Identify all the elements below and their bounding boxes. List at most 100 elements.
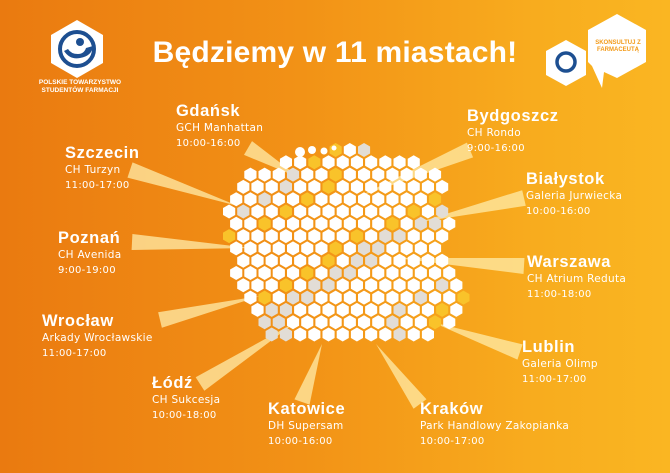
city-hours: 9:00-16:00 <box>467 143 525 154</box>
map-hexagon <box>429 290 442 305</box>
map-hexagon <box>393 229 406 244</box>
map-hexagon <box>230 192 243 207</box>
city-hours: 11:00-18:00 <box>527 289 592 300</box>
map-hexagon <box>386 266 399 280</box>
map-hexagon <box>436 278 449 293</box>
map-hexagon <box>258 216 271 231</box>
city-lublin: Lublin Galeria Olimp 11:00-17:00 <box>522 338 598 387</box>
map-hexagon <box>258 192 271 207</box>
map-hexagon <box>414 192 427 207</box>
map-hexagon <box>287 216 300 231</box>
map-hexagon <box>294 253 307 268</box>
map-hexagon <box>272 216 285 231</box>
map-hexagon <box>457 290 470 305</box>
map-hexagon <box>308 204 321 219</box>
map-hexagon <box>450 302 463 317</box>
map-hexagon <box>450 278 463 293</box>
map-hexagon <box>343 143 356 157</box>
map-hexagon <box>237 204 250 219</box>
map-hexagon <box>308 229 321 244</box>
city-mall: Galeria Jurwiecka <box>526 190 623 202</box>
map-hexagon <box>279 278 292 293</box>
map-hexagon <box>251 229 264 244</box>
city-hours: 10:00-18:00 <box>152 410 217 421</box>
map-hexagon <box>358 143 371 157</box>
map-hexagon <box>287 266 300 280</box>
map-hexagon <box>308 155 321 170</box>
map-hexagon <box>365 253 378 268</box>
map-hexagon <box>407 278 420 293</box>
map-hexagon <box>322 204 335 219</box>
map-hexagon <box>322 229 335 244</box>
map-hexagon <box>265 179 278 194</box>
map-hexagon <box>258 241 271 256</box>
map-hexagon <box>350 278 363 293</box>
speech-bubble-text: SKONSULTUJ Z FARMACEUTĄ <box>595 40 641 53</box>
map-hexagon <box>372 167 385 182</box>
map-hexagon <box>350 302 363 317</box>
light-ray <box>158 296 260 328</box>
map-hexagon <box>350 204 363 219</box>
map-hexagon <box>237 253 250 268</box>
map-hexagon <box>421 278 434 293</box>
map-hexagon <box>343 192 356 207</box>
map-hexagon <box>400 290 413 305</box>
city-mall: CH Atrium Reduta <box>527 273 627 285</box>
map-hexagon <box>358 315 371 330</box>
map-hexagon <box>315 167 328 182</box>
map-hexagon <box>436 253 449 268</box>
map-hexagon <box>336 278 349 293</box>
map-hexagon <box>407 204 420 219</box>
map-hexagon <box>287 241 300 256</box>
map-hexagon <box>407 302 420 317</box>
map-hexagon <box>386 290 399 305</box>
map-hexagon <box>294 179 307 194</box>
map-hexagon <box>294 278 307 293</box>
map-hexagon <box>372 266 385 280</box>
map-hexagon <box>329 241 342 256</box>
city-katowice: Katowice DH Supersam 10:00-16:00 <box>268 400 345 449</box>
map-hexagon <box>379 253 392 268</box>
city-name: Poznań <box>58 229 121 247</box>
map-hexagon <box>223 204 236 219</box>
city-mall: CH Sukcesja <box>152 394 221 406</box>
map-hexagon <box>343 315 356 330</box>
map-hexagon <box>386 167 399 182</box>
map-hexagon <box>443 315 456 330</box>
city-szczecin: Szczecin CH Turzyn 11:00-17:00 <box>65 144 140 193</box>
map-hexagon <box>308 278 321 293</box>
map-dot <box>308 146 316 154</box>
city-poznan: Poznań CH Avenida 9:00-19:00 <box>58 229 121 278</box>
city-hours: 10:00-17:00 <box>420 436 485 447</box>
map-hexagon <box>223 229 236 244</box>
map-dot <box>320 147 328 155</box>
map-hexagon <box>379 204 392 219</box>
map-hexagon <box>315 290 328 305</box>
city-name: Gdańsk <box>176 102 241 120</box>
map-hexagon <box>329 143 342 157</box>
map-hexagon <box>272 167 285 182</box>
map-hexagon <box>287 167 300 182</box>
map-hexagon <box>230 216 243 231</box>
map-hexagon <box>272 241 285 256</box>
map-hexagon <box>407 327 420 342</box>
map-hexagon <box>407 229 420 244</box>
light-ray <box>376 344 427 409</box>
map-hexagon <box>279 155 292 170</box>
map-hexagon <box>436 179 449 194</box>
map-hexagon <box>365 229 378 244</box>
map-hexagon <box>429 216 442 231</box>
map-hexagon <box>315 266 328 280</box>
city-name: Bydgoszcz <box>467 107 559 125</box>
map-hexagon <box>336 204 349 219</box>
map-hexagon <box>372 216 385 231</box>
map-hexagon <box>429 192 442 207</box>
map-hexagon <box>279 327 292 342</box>
map-hexagon <box>358 241 371 256</box>
city-bialystok: Białystok Galeria Jurwiecka 10:00-16:00 <box>526 170 622 219</box>
map-hexagon <box>308 253 321 268</box>
city-mall: GCH Manhattan <box>176 122 264 134</box>
map-hexagon <box>272 192 285 207</box>
map-hexagon <box>372 241 385 256</box>
